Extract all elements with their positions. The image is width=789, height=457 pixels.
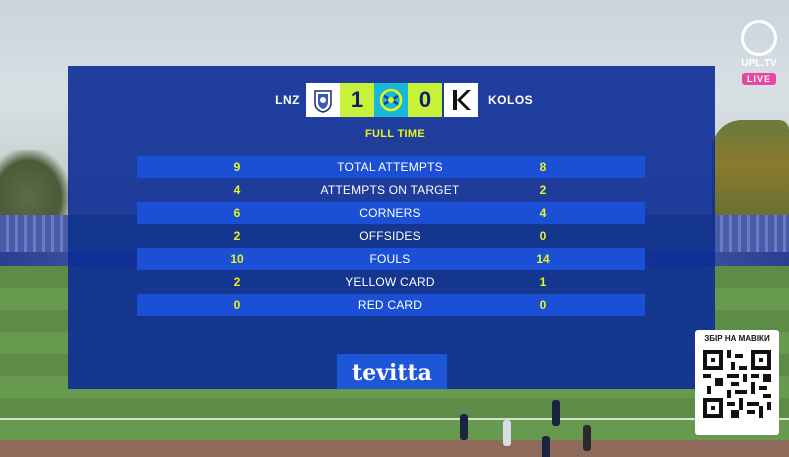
stat-away-value: 14 <box>536 252 550 266</box>
kolos-crest-icon <box>444 83 478 117</box>
stat-row-attempts-on-target: 4 ATTEMPTS ON TARGET 2 <box>137 179 645 201</box>
stat-home-value: 4 <box>233 183 241 197</box>
stat-label: OFFSIDES <box>359 229 421 243</box>
away-team-name: KOLOS <box>488 93 534 107</box>
stat-label: RED CARD <box>357 298 423 312</box>
stat-row-corners: 6 CORNERS 4 <box>137 202 645 224</box>
upl-league-icon <box>374 83 408 117</box>
home-score: 1 <box>340 83 374 117</box>
stat-row-total-attempts: 9 TOTAL ATTEMPTS 8 <box>137 156 645 178</box>
stat-home-value: 6 <box>233 206 241 220</box>
sponsor-logo: tevitta <box>337 354 447 389</box>
donation-qr-card[interactable]: ЗБІР НА МАВІКИ <box>695 330 779 435</box>
player-figure <box>503 420 511 446</box>
running-track <box>0 440 789 457</box>
stand-right <box>714 215 789 255</box>
stat-home-value: 2 <box>233 275 241 289</box>
stat-row-fouls: 10 FOULS 14 <box>137 248 645 270</box>
stat-row-yellow-card: 2 YELLOW CARD 1 <box>137 271 645 293</box>
broadcaster-name: UPL.TV <box>741 58 777 69</box>
stat-away-value: 0 <box>539 298 547 312</box>
live-badge: LIVE <box>741 73 776 85</box>
stat-row-red-card: 0 RED CARD 0 <box>137 294 645 316</box>
stat-away-value: 1 <box>539 275 547 289</box>
pitch-line <box>0 418 789 420</box>
stat-label: YELLOW CARD <box>345 275 435 289</box>
player-figure <box>542 436 550 457</box>
stat-away-value: 0 <box>539 229 547 243</box>
away-score: 0 <box>408 83 442 117</box>
trees-right <box>712 120 789 230</box>
stat-label: CORNERS <box>359 206 421 220</box>
stat-row-offsides: 2 OFFSIDES 0 <box>137 225 645 247</box>
stand-left <box>0 215 70 255</box>
match-stats-panel <box>68 66 715 389</box>
stats-table: 9 TOTAL ATTEMPTS 8 4 ATTEMPTS ON TARGET … <box>137 156 645 317</box>
player-figure <box>583 425 591 451</box>
broadcaster-logo: UPL.TV LIVE <box>735 20 783 87</box>
donation-title: ЗБІР НА МАВІКИ <box>704 334 770 343</box>
lnz-crest-icon <box>306 83 340 117</box>
upl-ball-icon <box>741 20 777 56</box>
stat-home-value: 10 <box>230 252 244 266</box>
player-figure <box>460 414 468 440</box>
stat-away-value: 8 <box>539 160 547 174</box>
stat-away-value: 2 <box>539 183 547 197</box>
stat-home-value: 0 <box>233 298 241 312</box>
home-team-name: LNZ <box>275 93 300 107</box>
stat-label: FOULS <box>369 252 411 266</box>
stat-home-value: 2 <box>233 229 241 243</box>
player-figure <box>552 400 560 426</box>
stat-label: ATTEMPTS ON TARGET <box>320 183 460 197</box>
stat-home-value: 9 <box>233 160 241 174</box>
stat-away-value: 4 <box>539 206 547 220</box>
match-status: FULL TIME <box>365 128 425 140</box>
qr-code-icon[interactable] <box>703 350 771 418</box>
stat-label: TOTAL ATTEMPTS <box>337 160 443 174</box>
scoreboard: LNZ 1 0 KOLOS <box>0 83 789 117</box>
